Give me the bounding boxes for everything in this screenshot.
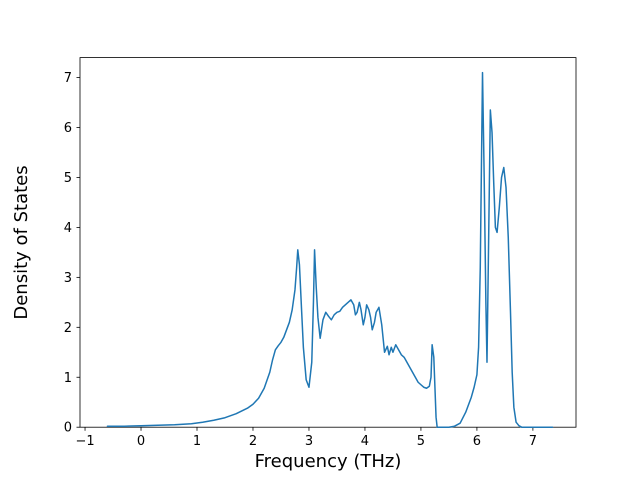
x-tick-label: 3	[305, 434, 313, 449]
y-tick-label: 4	[64, 221, 72, 236]
y-tick-label: 5	[64, 171, 72, 186]
x-tick-label: −1	[75, 434, 94, 449]
y-tick-label: 2	[64, 321, 72, 336]
y-tick-label: 1	[64, 371, 72, 386]
x-tick-label: 6	[473, 434, 481, 449]
y-tick-label: 7	[64, 71, 72, 86]
y-tick-label: 3	[64, 271, 72, 286]
x-tick-label: 0	[137, 434, 145, 449]
x-tick-label: 7	[529, 434, 537, 449]
x-tick-label: 5	[417, 434, 425, 449]
x-tick-label: 2	[249, 434, 257, 449]
x-tick-label: 1	[193, 434, 201, 449]
axes-spines	[79, 57, 577, 428]
y-tick-label: 6	[64, 121, 72, 136]
y-tick-label: 0	[64, 421, 72, 436]
y-axis-label: Density of States	[11, 165, 32, 319]
x-axis-label: Frequency (THz)	[255, 451, 402, 472]
dos-line	[106, 71, 554, 428]
x-tick-label: 4	[361, 434, 369, 449]
